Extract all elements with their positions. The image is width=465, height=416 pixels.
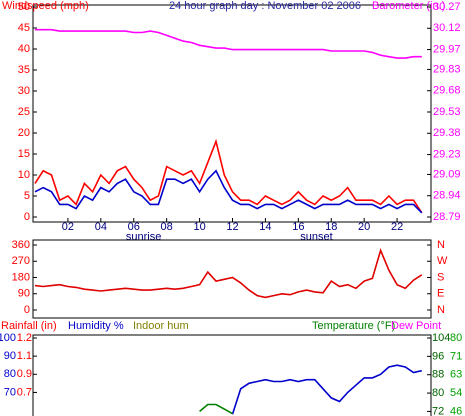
y2-tick-label: N: [437, 239, 445, 251]
y-tick-label: 30: [18, 85, 30, 97]
y2-tick-label: 30.27: [433, 1, 461, 13]
y2-tick-label: 30.12: [433, 22, 461, 34]
plot-frame: [32, 4, 432, 223]
series-line: [199, 403, 233, 415]
y-tick-label: 35: [18, 64, 30, 76]
x-tick-label: 08: [161, 221, 173, 233]
y2-axis-label: Barometer (in.): [372, 0, 445, 12]
y-tick-label: 0: [24, 211, 30, 223]
y-tick-label: 5: [24, 190, 30, 202]
y2-tick-label: 29.09: [433, 168, 461, 180]
axis-label: Indoor hum: [133, 320, 189, 332]
plot-frame: [32, 334, 432, 416]
y2-tick-label: S: [437, 271, 444, 283]
x-tick-label: 22: [391, 221, 403, 233]
plot-frame: [32, 239, 432, 319]
series-line: [34, 248, 423, 299]
series-line: [35, 28, 422, 59]
axis-label: Dew Point: [391, 320, 441, 332]
y2-tick-label: 29.68: [433, 85, 461, 97]
dew-tick-label: 80: [450, 332, 462, 344]
y2-tick-label: 29.83: [433, 63, 461, 75]
x-tick-label: 06: [128, 221, 140, 233]
dew-tick-label: 54: [450, 387, 462, 399]
y2-tick-label: W: [437, 255, 448, 267]
y2-tick-label: E: [437, 288, 444, 300]
axis-label: Temperature (°F): [312, 320, 395, 332]
y-tick-label: 100: [0, 332, 16, 344]
x-tick-label: 02: [62, 221, 74, 233]
y2-tick-label: 29.97: [433, 43, 461, 55]
rain-tick-label: 1.1: [17, 350, 32, 362]
chart-title: 24 hour graph day : November 02 2006: [169, 0, 361, 12]
dew-tick-label: 63: [450, 369, 462, 381]
axis-label: Humidity %: [68, 320, 124, 332]
series-line: [34, 169, 423, 214]
y-tick-label: 20: [18, 127, 30, 139]
y-tick-label: 180: [12, 271, 30, 283]
rain-tick-label: 0.9: [17, 368, 32, 380]
y2-tick-label: 72: [432, 405, 444, 416]
rain-tick-label: 0.7: [17, 386, 32, 398]
y2-tick-label: 28.79: [433, 211, 461, 223]
x-tick-label: 20: [358, 221, 370, 233]
y-tick-label: 360: [12, 239, 30, 251]
rain-tick-label: 1.2: [17, 332, 32, 344]
y2-tick-label: 28.94: [433, 190, 461, 202]
series-line: [34, 138, 423, 214]
series-line: [231, 364, 422, 415]
y-tick-label: 50: [18, 1, 30, 13]
x-tick-label: 10: [193, 221, 205, 233]
x-tick-label: 18: [325, 221, 337, 233]
y-tick-label: 25: [18, 106, 30, 118]
x-tick-label: 04: [95, 221, 107, 233]
dew-tick-label: 46: [450, 405, 462, 416]
y2-tick-label: N: [437, 304, 445, 316]
x-tick-label: 12: [226, 221, 238, 233]
y2-tick-label: 29.38: [433, 127, 461, 139]
axis-label: Rainfall (in): [1, 320, 57, 332]
y-tick-label: 10: [18, 169, 30, 181]
dew-tick-label: 71: [450, 350, 462, 362]
y2-tick-label: 29.53: [433, 106, 461, 118]
y-tick-label: 0: [24, 304, 30, 316]
y-tick-label: 90: [18, 288, 30, 300]
y-tick-label: 40: [18, 43, 30, 55]
y-tick-label: 45: [18, 22, 30, 34]
y-tick-label: 90: [4, 350, 16, 362]
y-tick-label: 15: [18, 148, 30, 160]
y2-tick-label: 88: [432, 369, 444, 381]
y2-tick-label: 96: [432, 350, 444, 362]
y2-tick-label: 29.23: [433, 148, 461, 160]
y-tick-label: 270: [12, 255, 30, 267]
y2-tick-label: 104: [432, 332, 450, 344]
x-tick-label: 14: [259, 221, 271, 233]
x-tick-label: 16: [292, 221, 304, 233]
y-tick-label: 80: [4, 368, 16, 380]
y-axis-label: Windspeed (mph): [2, 0, 89, 12]
y2-tick-label: 80: [432, 387, 444, 399]
y-tick-label: 70: [4, 386, 16, 398]
